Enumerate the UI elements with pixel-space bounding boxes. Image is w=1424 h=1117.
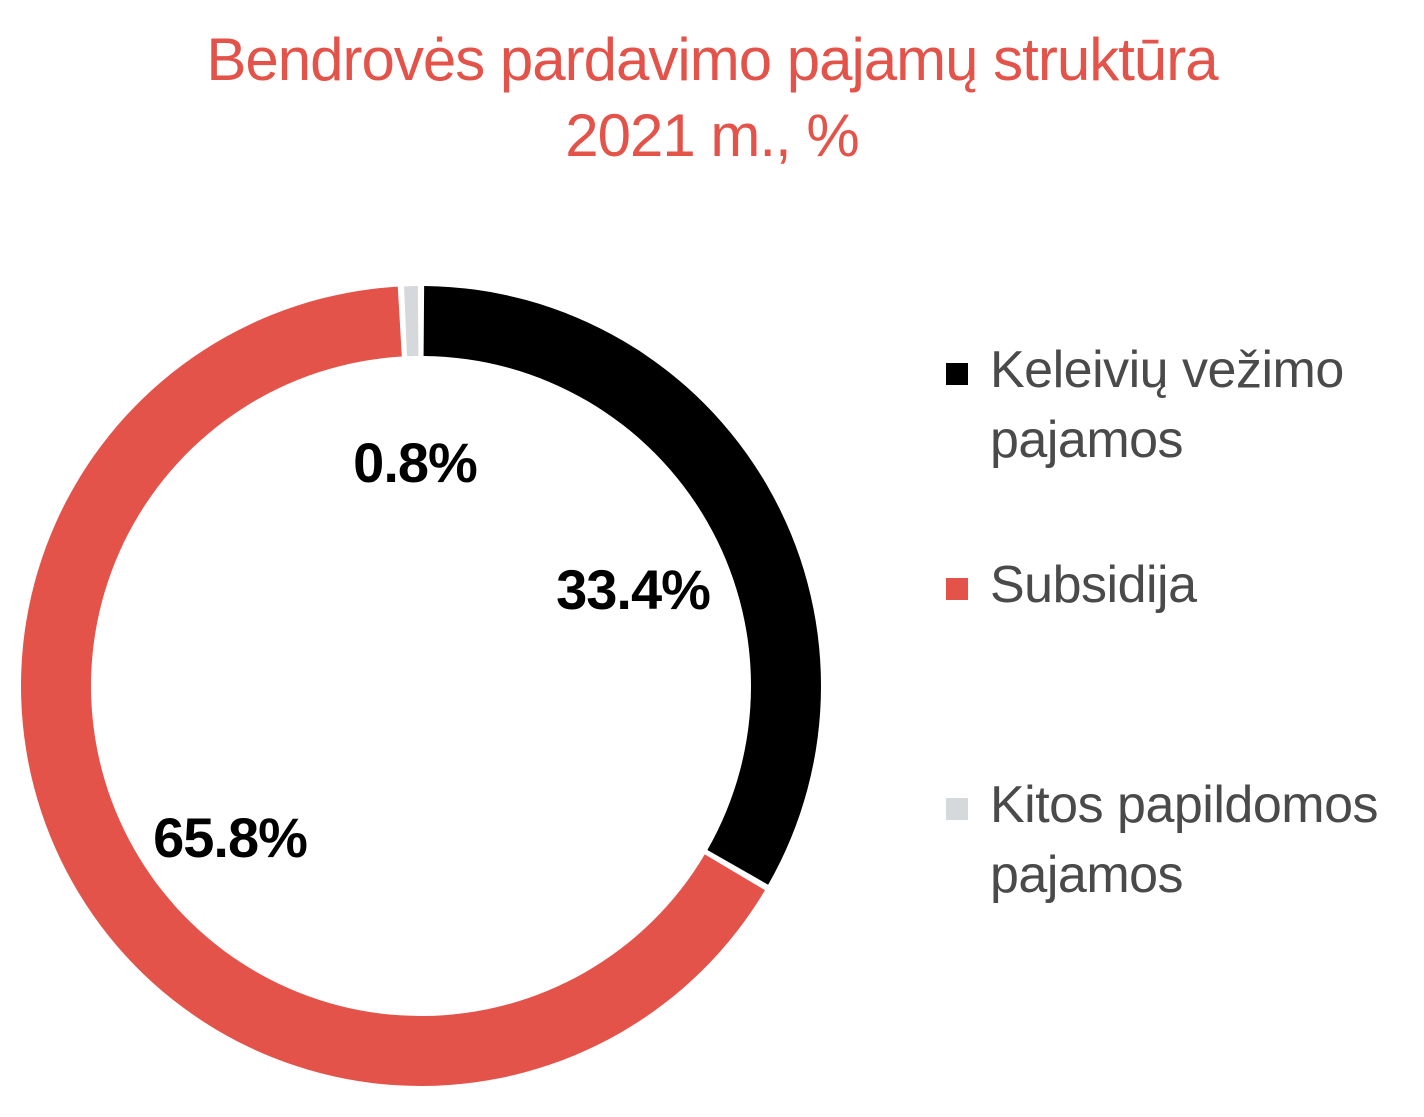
- legend-swatch-keleiviu: [946, 363, 968, 385]
- legend-item-kitos: Kitos papildomos pajamos: [946, 770, 1420, 910]
- chart-title-line-1: Bendrovės pardavimo pajamų struktūra: [206, 26, 1218, 93]
- legend-item-subsidija: Subsidija: [946, 550, 1420, 620]
- legend-swatch-kitos: [946, 798, 968, 820]
- legend-label-kitos: Kitos papildomos pajamos: [990, 776, 1379, 904]
- data-label-kitos: 0.8%: [353, 431, 477, 494]
- legend-item-keleiviu: Keleivių vežimo pajamos: [946, 335, 1420, 475]
- chart-title: Bendrovės pardavimo pajamų struktūra 202…: [0, 22, 1424, 174]
- data-label-keleiviu: 33.4%: [556, 558, 710, 621]
- legend-label-subsidija: Subsidija: [990, 556, 1197, 614]
- slice-kitos: [404, 286, 419, 357]
- legend-swatch-subsidija: [946, 578, 968, 600]
- slice-keleiviu: [423, 286, 822, 885]
- chart-title-line-2: 2021 m., %: [565, 102, 860, 169]
- legend-label-keleiviu: Keleivių vežimo pajamos: [990, 341, 1344, 469]
- data-label-subsidija: 65.8%: [153, 806, 307, 869]
